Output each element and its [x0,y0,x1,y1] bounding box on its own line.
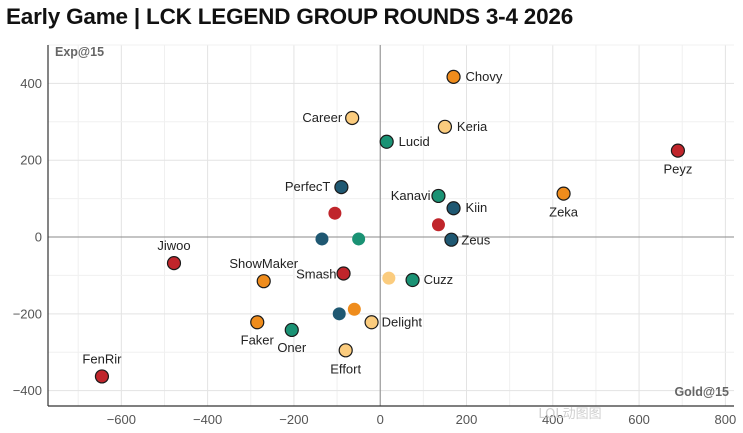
point-labels: Chovy Career Keria Lucid Peyz PerfecT Kanavi Ze… [82,69,692,376]
y-tick-label: −200 [13,306,42,321]
data-point-cuzz [405,272,420,288]
point-label-delight: Delight [382,314,423,329]
data-point-keria [437,119,453,134]
data-point-perfect [334,179,349,195]
data-point-unlabeled [431,218,445,232]
point-label-fenrir: FenRir [82,351,122,366]
point-label-zeus: Zeus [461,233,490,248]
x-tick-label: 400 [542,412,564,427]
x-tick-label: −200 [279,412,308,427]
data-point-lucid [379,134,394,149]
data-point-peyz [670,143,686,158]
point-label-zeka: Zeka [549,205,579,220]
data-point-career [345,110,360,126]
data-point-delight [364,315,379,330]
x-tick-label: 200 [456,412,478,427]
y-tick-label: 0 [35,230,42,245]
axes [47,45,734,407]
point-label-smash: Smash [296,267,336,282]
point-label-kiin: Kiin [466,200,488,215]
data-point-unlabeled [315,232,329,246]
data-point-unlabeled [347,302,361,316]
data-points [94,69,686,384]
y-axis-label: Exp@15 [55,45,104,59]
data-point-unlabeled [382,271,396,285]
data-point-showmaker [256,274,271,289]
tick-labels: −600 −400 −200 0 200 400 600 800 −400 −200 0 200 400 [13,76,737,427]
y-tick-label: 200 [20,153,42,168]
data-point-kanavi [431,188,446,204]
point-label-peyz: Peyz [663,162,692,177]
point-label-faker: Faker [241,332,275,347]
data-point-unlabeled [328,206,342,220]
data-point-unlabeled [352,232,366,246]
x-tick-label: −400 [193,412,222,427]
point-label-chovy: Chovy [466,69,503,84]
data-point-zeka [556,186,571,201]
data-point-unlabeled [332,307,346,321]
data-point-fenrir [94,369,110,384]
data-point-oner [284,322,299,338]
point-label-oner: Oner [277,340,307,355]
x-tick-label: −600 [107,412,136,427]
y-tick-label: −400 [13,383,42,398]
y-tick-label: 400 [20,76,42,91]
data-point-jiwoo [166,256,182,271]
data-point-effort [338,343,353,358]
data-point-smash [336,266,351,281]
point-label-effort: Effort [330,361,361,376]
x-tick-label: 0 [377,412,384,427]
data-point-kiin [446,201,461,216]
watermark: LOL动图图 [538,407,601,422]
chart-title: Early Game | LCK LEGEND GROUP ROUNDS 3-4… [6,4,574,29]
point-label-career: Career [302,110,342,125]
point-label-kanavi: Kanavi [391,188,431,203]
point-label-lucid: Lucid [399,134,430,149]
x-tick-label: 600 [628,412,650,427]
point-label-perfect: PerfecT [285,179,331,194]
point-label-cuzz: Cuzz [424,272,454,287]
data-point-zeus [444,232,459,247]
data-point-faker [250,315,265,330]
point-label-keria: Keria [457,119,488,134]
point-label-showmaker: ShowMaker [229,256,298,271]
x-tick-label: 800 [715,412,737,427]
grid-lines [48,44,734,406]
point-label-jiwoo: Jiwoo [157,238,190,253]
x-axis-label: Gold@15 [674,385,729,399]
data-point-chovy [446,69,461,84]
